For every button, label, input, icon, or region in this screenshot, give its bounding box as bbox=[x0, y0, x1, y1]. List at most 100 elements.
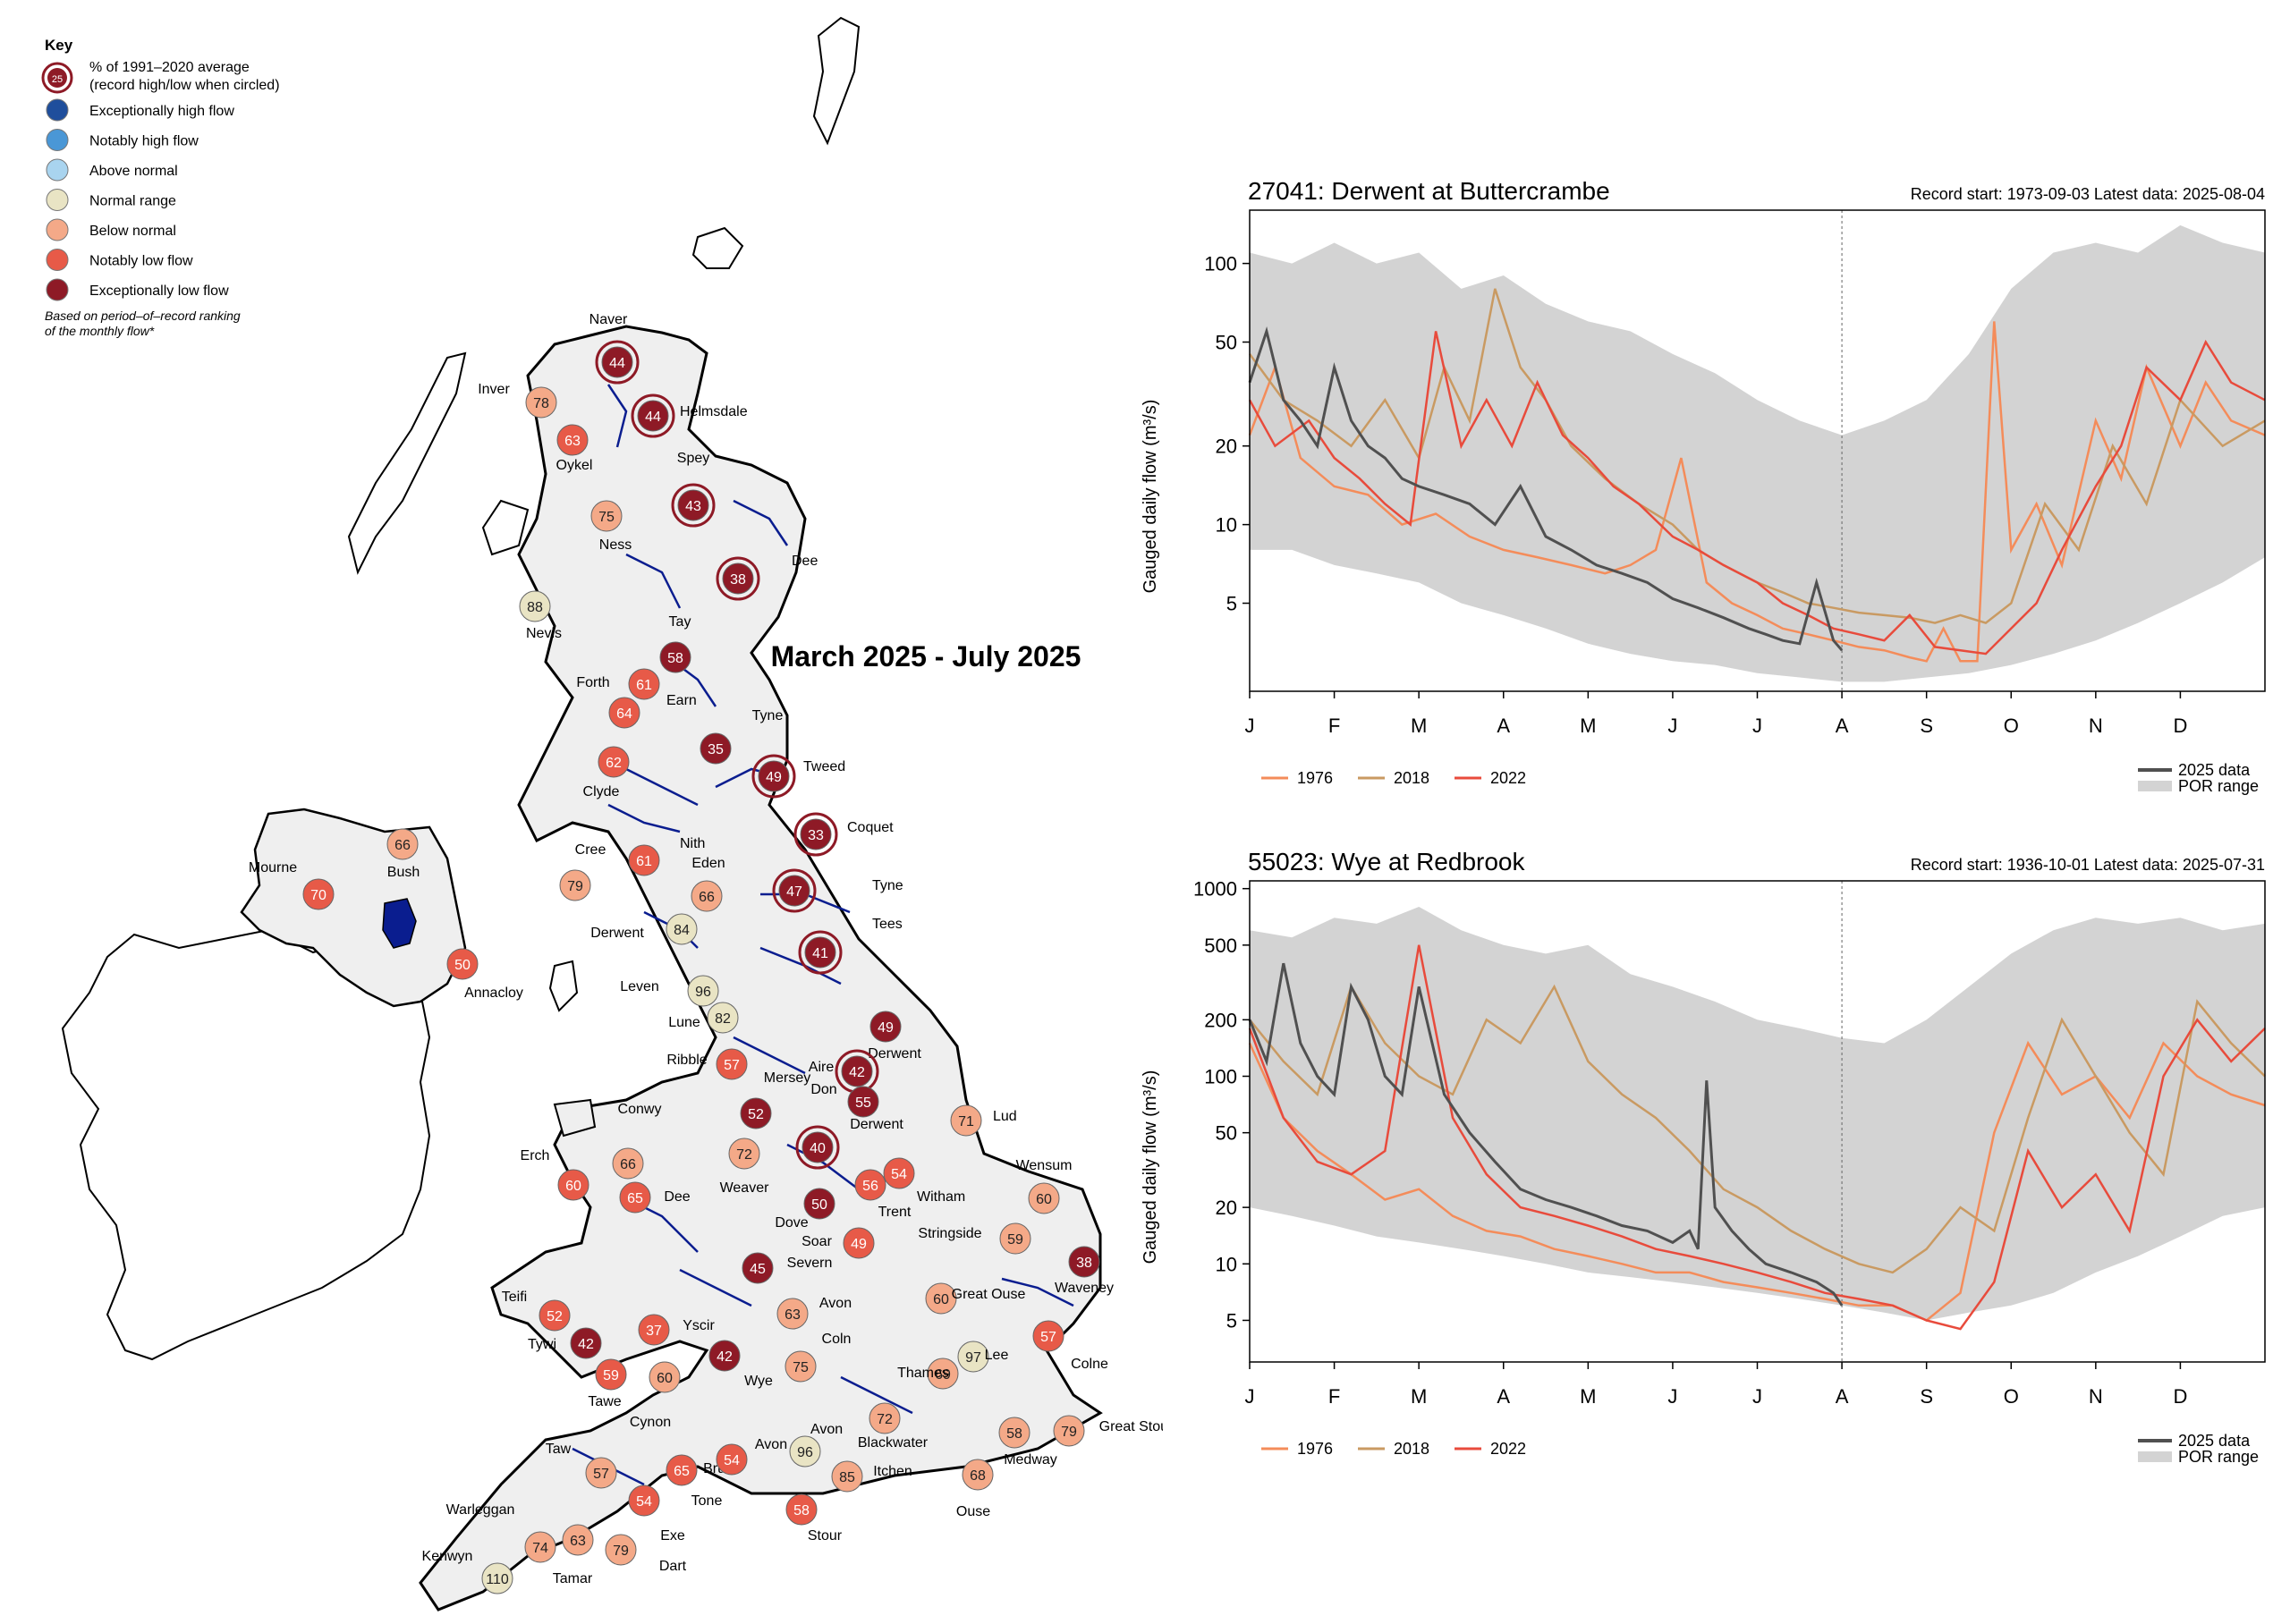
station-value: 52 bbox=[547, 1309, 563, 1324]
y-tick-label: 100 bbox=[1204, 1065, 1237, 1087]
station-marker-icon bbox=[570, 1327, 602, 1359]
station-value: 110 bbox=[486, 1572, 509, 1587]
month-tick-label: A bbox=[1836, 1385, 1849, 1408]
hydrograph-wye-redbrook: 55023: Wye at Redbrook Record start: 193… bbox=[1136, 845, 2290, 1471]
station-marker-icon bbox=[649, 1361, 681, 1393]
station-avon: 63 Avon bbox=[776, 1296, 852, 1330]
station-value: 72 bbox=[877, 1412, 893, 1427]
station-river-name: Ness bbox=[599, 537, 632, 553]
key-record-ring-icon bbox=[41, 62, 73, 94]
y-tick-label: 200 bbox=[1204, 1009, 1237, 1031]
key-class-label: Exceptionally low flow bbox=[89, 283, 229, 299]
station-value: 70 bbox=[310, 888, 327, 903]
record-ring-icon bbox=[751, 754, 796, 799]
station-value: 35 bbox=[708, 742, 724, 757]
station-value: 59 bbox=[603, 1368, 619, 1383]
station-river-name: Avon bbox=[810, 1422, 843, 1437]
legend-label-1976: 1976 bbox=[1297, 769, 1333, 787]
station-ouse: 68 Ouse bbox=[956, 1459, 994, 1519]
station-value: 75 bbox=[598, 510, 615, 525]
anglesey-outline bbox=[553, 1098, 597, 1138]
station-marker-icon bbox=[691, 880, 723, 912]
station-value: 65 bbox=[627, 1191, 643, 1206]
y-tick-label: 1000 bbox=[1193, 878, 1237, 901]
key-swatch-icon bbox=[46, 98, 69, 122]
station-marker-icon bbox=[446, 948, 479, 980]
station-marker-icon bbox=[524, 1531, 556, 1563]
station-brue: 65 Brue bbox=[666, 1454, 734, 1486]
station-earn: 64 Earn bbox=[608, 693, 697, 729]
station-stour: 58 Stour bbox=[785, 1493, 843, 1544]
station-avon: 96 Avon bbox=[789, 1422, 843, 1468]
station-exe: 79 Exe bbox=[605, 1528, 685, 1566]
station-river-name: Forth bbox=[576, 675, 609, 690]
station-river-name: Nith bbox=[680, 836, 705, 851]
month-tick-label: J bbox=[1752, 715, 1762, 737]
station-tweed: 49 Tweed bbox=[751, 754, 845, 799]
station-marker-icon bbox=[869, 1011, 902, 1043]
station-marker-icon bbox=[758, 760, 790, 792]
key-swatch-icon bbox=[46, 218, 69, 241]
station-marker-icon bbox=[728, 1138, 760, 1170]
station-bush: 66 Bush bbox=[386, 828, 420, 880]
chart2-record-info: Record start: 1936-10-01 Latest data: 20… bbox=[1911, 856, 2265, 874]
station-lud: 71 Lud bbox=[950, 1104, 1017, 1137]
record-ring-icon bbox=[631, 393, 675, 438]
station-taw: 57 Taw bbox=[546, 1442, 617, 1489]
station-dee: 38 Dee bbox=[716, 554, 818, 601]
station-value: 45 bbox=[750, 1262, 766, 1277]
station-river-name: Coquet bbox=[847, 820, 894, 835]
station-marker-icon bbox=[742, 1252, 774, 1284]
station-marker-icon bbox=[637, 400, 669, 432]
station-marker-icon bbox=[481, 1562, 513, 1594]
station-value: 50 bbox=[454, 958, 471, 973]
station-river-name: Derwent bbox=[590, 926, 644, 941]
station-marker-icon bbox=[562, 1524, 594, 1556]
station-river-name: Warleggan bbox=[446, 1502, 515, 1518]
station-value: 60 bbox=[657, 1371, 673, 1386]
month-tick-label: J bbox=[1667, 715, 1677, 737]
station-value: 68 bbox=[970, 1468, 986, 1484]
station-river-name: Nevis bbox=[526, 626, 562, 641]
station-value: 96 bbox=[797, 1445, 813, 1460]
station-avon: 54 Avon bbox=[716, 1437, 787, 1476]
drought-map-panel: March 2025 - July 2025 Key 25 % of 1991–… bbox=[41, 16, 1174, 1611]
key-note-1: Based on period–of–record ranking bbox=[45, 309, 241, 323]
record-ring-icon bbox=[795, 1125, 840, 1170]
month-tick-label: A bbox=[1836, 715, 1849, 737]
station-river-name: Inver bbox=[478, 382, 510, 397]
legend-label-2022: 2022 bbox=[1490, 1440, 1526, 1458]
y-tick-label: 50 bbox=[1216, 1122, 1237, 1145]
legend-label-2018: 2018 bbox=[1394, 769, 1429, 787]
station-river-name: Waveney bbox=[1055, 1281, 1114, 1296]
station-value: 49 bbox=[766, 770, 782, 785]
station-value: 44 bbox=[609, 356, 625, 371]
station-marker-icon bbox=[800, 818, 832, 850]
station-great-ouse: 60 Great Ouse bbox=[925, 1282, 1025, 1315]
station-river-name: Ribble bbox=[666, 1053, 707, 1068]
station-river-name: Don bbox=[810, 1082, 836, 1097]
station-value: 96 bbox=[695, 985, 711, 1000]
station-river-name: Yscir bbox=[683, 1318, 715, 1333]
station-river-name: Tees bbox=[872, 917, 903, 932]
chart1-title: 27041: Derwent at Buttercrambe bbox=[1248, 177, 1610, 205]
station-river-name: Erch bbox=[521, 1148, 550, 1163]
station-river-name: Cree bbox=[575, 842, 606, 858]
station-value: 66 bbox=[620, 1157, 636, 1172]
station-river-name: Lud bbox=[993, 1109, 1017, 1124]
station-river-name: Tyne bbox=[872, 878, 903, 893]
station-river-name: Derwent bbox=[850, 1117, 903, 1132]
station-marker-icon bbox=[1028, 1182, 1060, 1214]
station-medway: 58 Medway bbox=[998, 1417, 1057, 1468]
key-class-item: Notably high flow bbox=[46, 129, 199, 151]
station-leven: 96 Leven bbox=[620, 975, 719, 1007]
station-river-name: Dee bbox=[664, 1189, 690, 1205]
station-marker-icon bbox=[556, 424, 589, 456]
station-marker-icon bbox=[539, 1299, 571, 1332]
station-marker-icon bbox=[559, 869, 591, 901]
station-tamar: 63 Tamar bbox=[553, 1524, 594, 1586]
station-value: 64 bbox=[616, 706, 632, 722]
station-marker-icon bbox=[785, 1493, 818, 1526]
legend-label-por-range: POR range bbox=[2178, 777, 2259, 795]
month-tick-label: A bbox=[1497, 715, 1510, 737]
